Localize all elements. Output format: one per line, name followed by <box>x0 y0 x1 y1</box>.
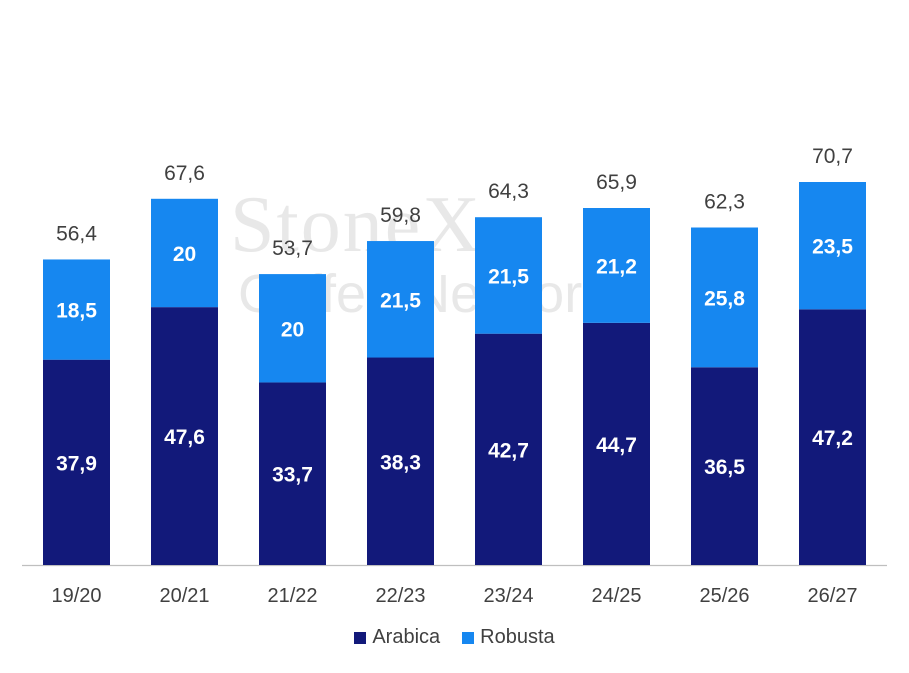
bar-arabica-25-26 <box>691 367 758 565</box>
legend-swatch-robusta <box>462 631 475 644</box>
data-label-arabica-19-20: 37,9 <box>56 452 97 475</box>
total-label-24-25: 65,9 <box>596 171 637 194</box>
x-tick-label-25-26: 25/26 <box>699 585 749 607</box>
data-label-robusta-19-20: 18,5 <box>56 300 97 323</box>
x-tick-label-26-27: 26/27 <box>807 585 857 607</box>
data-label-robusta-21-22: 20 <box>281 318 304 341</box>
bar-robusta-19-20 <box>43 259 110 360</box>
legend-item-robusta: Robusta <box>462 626 555 649</box>
bar-robusta-26-27 <box>799 182 866 310</box>
x-tick-label-20-21: 20/21 <box>159 585 209 607</box>
data-label-arabica-23-24: 42,7 <box>488 439 529 462</box>
x-tick-label-24-25: 24/25 <box>591 585 641 607</box>
data-label-robusta-22-23: 21,5 <box>380 289 421 312</box>
bar-robusta-23-24 <box>475 217 542 334</box>
legend-label-robusta: Robusta <box>480 626 555 648</box>
bar-robusta-24-25 <box>583 208 650 323</box>
legend: Arabica Robusta <box>0 626 909 649</box>
total-label-25-26: 62,3 <box>704 191 745 214</box>
x-tick-label-21-22: 21/22 <box>267 585 317 607</box>
bar-robusta-22-23 <box>367 241 434 358</box>
bar-robusta-25-26 <box>691 227 758 368</box>
data-label-arabica-26-27: 47,2 <box>812 427 853 450</box>
data-label-robusta-23-24: 21,5 <box>488 265 529 288</box>
x-tick-label-19-20: 19/20 <box>51 585 101 607</box>
data-label-arabica-24-25: 44,7 <box>596 434 637 457</box>
legend-swatch-arabica <box>354 631 367 644</box>
total-label-19-20: 56,4 <box>56 222 97 245</box>
bar-arabica-23-24 <box>475 333 542 565</box>
total-label-22-23: 59,8 <box>380 204 421 227</box>
data-label-robusta-26-27: 23,5 <box>812 236 853 259</box>
total-label-23-24: 64,3 <box>488 180 529 203</box>
total-label-21-22: 53,7 <box>272 237 313 260</box>
bar-arabica-21-22 <box>259 382 326 565</box>
bar-arabica-19-20 <box>43 359 110 565</box>
total-label-26-27: 70,7 <box>812 145 853 168</box>
x-tick-label-23-24: 23/24 <box>483 585 533 607</box>
data-label-arabica-21-22: 33,7 <box>272 464 313 487</box>
data-label-arabica-22-23: 38,3 <box>380 451 421 474</box>
bar-arabica-24-25 <box>583 322 650 565</box>
data-label-robusta-24-25: 21,2 <box>596 255 637 278</box>
data-label-robusta-20-21: 20 <box>173 243 196 266</box>
bar-arabica-26-27 <box>799 309 866 565</box>
bar-arabica-20-21 <box>151 307 218 565</box>
legend-item-arabica: Arabica <box>354 626 440 649</box>
total-label-20-21: 67,6 <box>164 162 205 185</box>
bar-arabica-22-23 <box>367 357 434 565</box>
x-tick-label-22-23: 22/23 <box>375 585 425 607</box>
bar-robusta-21-22 <box>259 274 326 383</box>
legend-label-arabica: Arabica <box>372 626 441 648</box>
data-label-arabica-25-26: 36,5 <box>704 456 745 479</box>
bar-robusta-20-21 <box>151 198 218 308</box>
data-label-arabica-20-21: 47,6 <box>164 426 205 449</box>
data-label-robusta-25-26: 25,8 <box>704 287 745 310</box>
